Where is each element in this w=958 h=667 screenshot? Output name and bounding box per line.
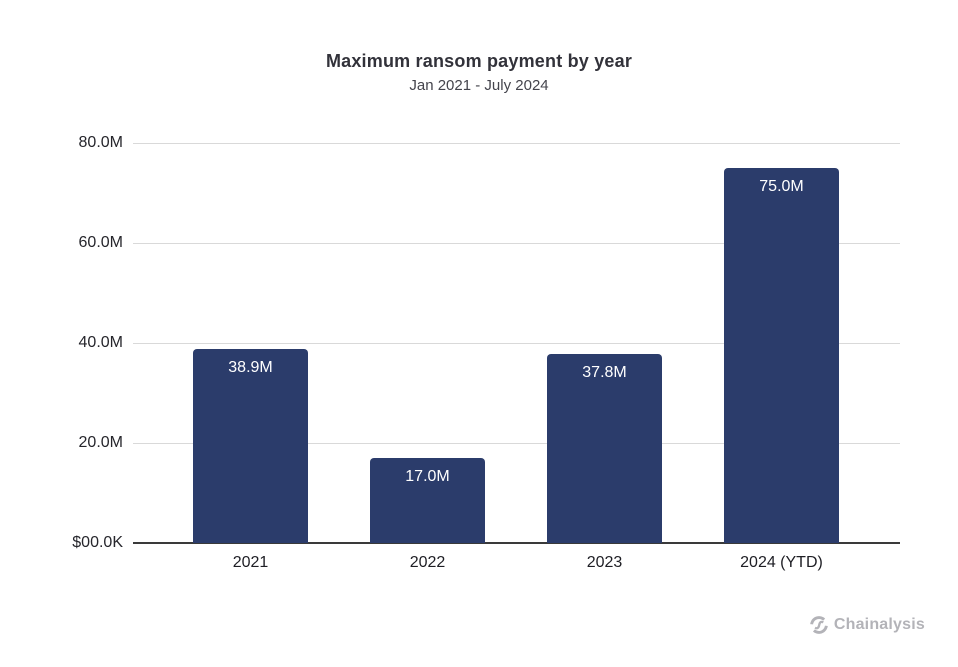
y-gridline <box>133 242 900 244</box>
y-axis-tick-label: 80.0M <box>78 134 123 151</box>
bar-value-label: 75.0M <box>759 178 804 195</box>
x-axis-tick-label: 2024 (YTD) <box>740 554 823 571</box>
y-gridline <box>133 142 900 144</box>
y-axis-tick-label: $00.0K <box>72 534 123 551</box>
x-axis-tick-label: 2021 <box>232 554 269 571</box>
y-axis-tick-label: 60.0M <box>78 234 123 251</box>
bar-2022: 17.0M <box>370 458 485 543</box>
bar-chart-plot-area: $00.0K 20.0M 40.0M 60.0M 80.0M 38.9M 2021 17.0M… <box>72 134 900 571</box>
chart-header: Maximum ransom payment by year Jan 2021 … <box>0 49 958 96</box>
x-axis-baseline <box>133 542 900 544</box>
chart-subtitle: Jan 2021 - July 2024 <box>409 77 549 94</box>
bar-value-label: 37.8M <box>582 364 627 381</box>
bar-2024 (YTD): 75.0M <box>724 168 839 543</box>
y-axis-tick-label: 20.0M <box>78 434 123 451</box>
chart-title: Maximum ransom payment by year <box>325 51 633 71</box>
brand-logo-text: Chainalysis <box>833 616 925 633</box>
y-axis-tick-label: 40.0M <box>78 334 123 351</box>
x-axis-tick-label: 2023 <box>586 554 623 571</box>
x-axis-tick-label: 2022 <box>409 554 446 571</box>
bar-value-label: 38.9M <box>228 358 273 376</box>
y-gridline <box>133 442 900 444</box>
y-gridline <box>133 342 900 344</box>
chainalysis-mark-icon <box>809 615 829 635</box>
brand-watermark: Chainalysis <box>809 614 925 636</box>
bar-2021: 38.9M <box>193 348 308 543</box>
bar-value-label: 17.0M <box>405 468 450 485</box>
bar-2023: 37.8M <box>547 354 662 543</box>
